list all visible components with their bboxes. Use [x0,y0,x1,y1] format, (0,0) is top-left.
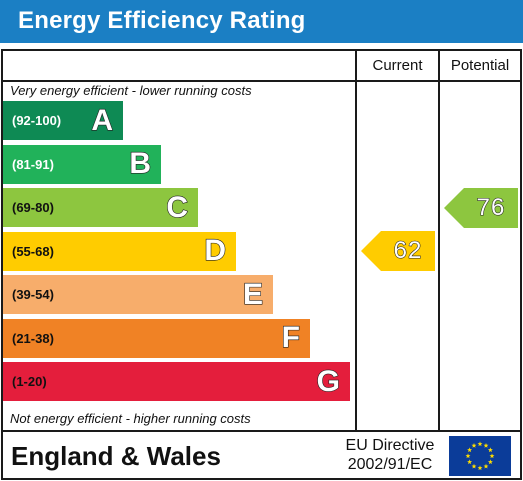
flag-star [465,453,471,459]
band-range-label: (69-80) [12,200,54,215]
flag-star [467,447,473,453]
band-range-label: (21-38) [12,330,54,346]
band-d: (55-68) D [3,231,236,271]
flag-star [483,463,489,469]
band-letter: B [129,146,152,180]
top-note: Very energy efficient - lower running co… [10,83,252,98]
flag-star [467,459,473,465]
band-letter: G [316,364,341,398]
current-rating-arrow-value: 62 [393,236,423,264]
band-range-label: (39-54) [12,287,54,302]
potential-column-header: Potential [450,57,510,74]
potential-rating-arrow-shape [444,187,518,228]
footer-divider [3,430,520,432]
directive-line-1: EU Directive [345,437,435,454]
current-rating-arrow-shape [361,231,435,271]
flag-star [487,459,493,465]
country-label: England & Wales [11,441,221,471]
potential-rating-arrow-value: 76 [476,193,506,221]
flag-star [471,463,477,469]
title-banner: Energy Efficiency Rating [0,0,523,43]
band-letter: F [281,320,301,354]
band-b: (81-91) B [3,144,161,184]
current-column-header: Current [372,57,423,74]
band-c: (69-80) C [3,188,198,227]
band-e: (39-54) E [3,275,273,314]
potential-rating-arrow: 76 [444,187,518,228]
band-a: (92-100) A [3,101,123,140]
band-letter: A [91,103,114,137]
column-divider [355,51,357,430]
page-title: Energy Efficiency Rating [18,7,306,34]
flag-star [483,443,489,448]
band-range-label: (81-91) [12,156,54,172]
band-f: (21-38) F [3,318,310,358]
column-divider [438,51,440,430]
directive-line-2: 2002/91/EC [347,456,433,473]
band-g: (1-20) G [3,362,350,401]
flag-star [489,453,495,459]
rating-frame [1,49,522,480]
band-letter: D [204,233,227,267]
flag-star [487,447,493,453]
current-rating-arrow: 62 [361,231,435,271]
bottom-note: Not energy efficient - higher running co… [10,411,251,426]
flag-star [477,441,483,447]
band-letter: E [242,277,263,311]
eu-flag-icon [449,436,511,476]
band-range-label: (92-100) [12,113,62,128]
band-range-label: (1-20) [12,374,47,389]
flag-star [477,465,483,471]
flag-star [471,443,477,448]
header-divider [3,80,520,82]
band-range-label: (55-68) [12,243,54,259]
band-letter: C [166,190,189,224]
